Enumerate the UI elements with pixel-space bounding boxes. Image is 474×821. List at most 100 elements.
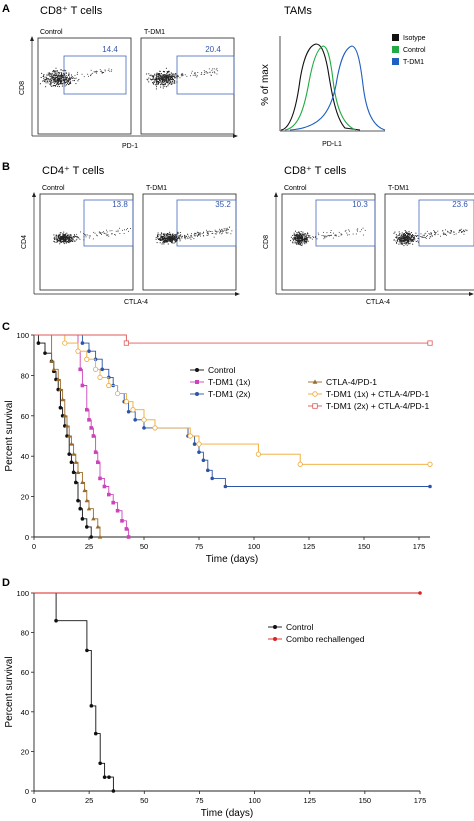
y-axis-label: Percent survival	[4, 656, 15, 727]
data-point	[196, 441, 202, 447]
data-point	[98, 761, 102, 766]
panel-a-dotplot-control: Control 14.4	[37, 29, 132, 135]
data-point	[418, 591, 422, 595]
legend-item: Combo rechallenged	[268, 634, 365, 644]
x-tick-label: 75	[195, 796, 203, 805]
legend-item: T-DM1 (1x) + CTLA-4/PD-1	[308, 389, 429, 399]
b-cd8-xaxis-label: CTLA-4	[366, 299, 390, 306]
dotplot-name: T-DM1	[144, 29, 165, 36]
data-point	[85, 407, 89, 412]
legend-marker	[195, 368, 199, 372]
data-point	[60, 397, 65, 402]
panel-b-dotplot-cd8-tdm1: T-DM1 23.6	[384, 185, 474, 291]
histogram-control	[284, 45, 357, 131]
data-point	[255, 451, 261, 457]
data-point	[124, 527, 129, 531]
dotplot-name: T-DM1	[146, 185, 167, 192]
y-tick-label: 100	[16, 589, 29, 598]
data-point	[84, 498, 89, 503]
data-point	[93, 731, 98, 736]
data-point	[206, 468, 210, 473]
panel-d-survival-chart: 0 20 40 60 80 100 0 25 50 75 100 125 150 175 Time (day…	[4, 589, 426, 819]
legend-marker	[273, 637, 277, 641]
x-tick-label: 50	[140, 796, 148, 805]
dotplot-name: T-DM1	[388, 185, 409, 192]
data-point	[98, 476, 102, 481]
data-point	[58, 405, 63, 410]
panel-b-dotplot-cd8-control: Control 10.3	[281, 185, 376, 291]
legend-label: T-DM1 (2x)	[208, 389, 251, 399]
series-t-dm1-2x-	[34, 334, 432, 489]
data-point	[78, 367, 82, 372]
histogram-legend: Isotype Control T-DM1	[392, 34, 426, 66]
legend-item: Control	[268, 622, 314, 632]
legend-item: T-DM1 (2x)	[190, 389, 251, 399]
legend-marker	[273, 625, 277, 629]
panel-d-label: D	[2, 577, 10, 589]
y-tick-label: 80	[21, 629, 29, 638]
data-point	[187, 433, 193, 439]
legend-label: T-DM1	[403, 59, 424, 66]
x-tick-label: 75	[195, 542, 203, 551]
dot-cloud	[53, 227, 131, 245]
series-ctla-4-pd-1	[34, 334, 103, 539]
y-tick-label: 0	[25, 533, 29, 542]
panel-b-cd8-title: CD8⁺ T cells	[284, 165, 347, 177]
data-point	[64, 423, 70, 428]
legend-label: Control	[208, 365, 236, 375]
data-point	[73, 459, 78, 464]
y-tick-label: 100	[16, 331, 29, 340]
panel-a-histogram: % of max PD-L1 Isotype Control T-DM1	[260, 34, 426, 148]
data-point	[67, 452, 71, 456]
data-point	[102, 484, 107, 489]
legend-label: Combo rechallenged	[286, 634, 365, 644]
data-point	[102, 775, 107, 779]
y-tick-label: 20	[21, 747, 29, 756]
data-point	[130, 407, 136, 413]
panel-b-cd4-title: CD4⁺ T cells	[42, 165, 105, 177]
b-cd4-yaxis-label: CD4	[21, 235, 28, 249]
x-tick-label: 100	[248, 542, 261, 551]
series-line	[34, 592, 114, 791]
x-tick-label: 100	[248, 796, 261, 805]
data-point	[93, 366, 99, 372]
data-point	[123, 340, 129, 346]
panel-b-dotplot-cd4-tdm1: T-DM1 35.2	[142, 185, 237, 291]
dot-cloud	[290, 227, 366, 246]
legend-marker	[195, 392, 199, 396]
data-point	[111, 500, 115, 505]
data-point	[43, 351, 47, 355]
data-point	[80, 480, 85, 485]
panel-b-label: B	[2, 161, 10, 173]
legend-swatch	[392, 34, 399, 41]
legend-label: Control	[286, 622, 314, 632]
data-point	[91, 516, 96, 521]
series-line	[34, 334, 430, 344]
data-point	[54, 618, 58, 623]
x-tick-label: 25	[85, 796, 93, 805]
data-point	[210, 476, 214, 481]
x-tick-label: 150	[359, 796, 372, 805]
data-point	[89, 535, 93, 539]
data-point	[36, 341, 41, 345]
data-point	[80, 341, 85, 345]
x-tick-label: 175	[413, 542, 426, 551]
data-point	[126, 409, 131, 414]
b-cd4-xaxis-label: CTLA-4	[124, 299, 148, 306]
legend-marker	[312, 391, 318, 397]
a-xaxis-label: PD-1	[122, 143, 138, 150]
x-tick-label: 50	[140, 542, 148, 551]
legend-item: T-DM1 (2x) + CTLA-4/PD-1	[308, 401, 429, 411]
panel-b-dotplot-cd4-control: Control 13.8	[39, 185, 134, 291]
data-point	[86, 506, 92, 511]
data-point	[120, 519, 124, 523]
data-point	[62, 340, 68, 346]
gate-value: 20.4	[205, 45, 221, 54]
dot-cloud	[155, 226, 233, 245]
data-point	[107, 775, 111, 779]
data-point	[71, 470, 76, 475]
x-axis-label: Time (days)	[206, 554, 258, 565]
data-point	[69, 460, 74, 465]
y-tick-label: 0	[25, 787, 29, 796]
dotplot-name: Control	[42, 185, 65, 192]
